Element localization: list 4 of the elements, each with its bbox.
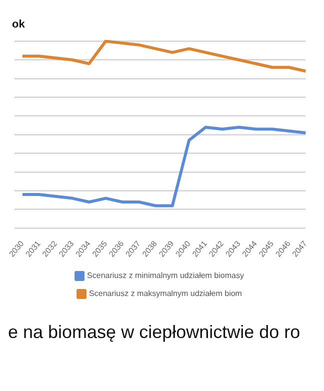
- chart-title: ok: [12, 18, 26, 31]
- legend-label: Scenariusz z maksymalnym udziałem biom: [89, 289, 242, 298]
- legend-label: Scenariusz z minimalnym udziałem biomasy: [87, 271, 244, 280]
- text: e na biomasę w ciepłownictwie do ro: [8, 322, 302, 343]
